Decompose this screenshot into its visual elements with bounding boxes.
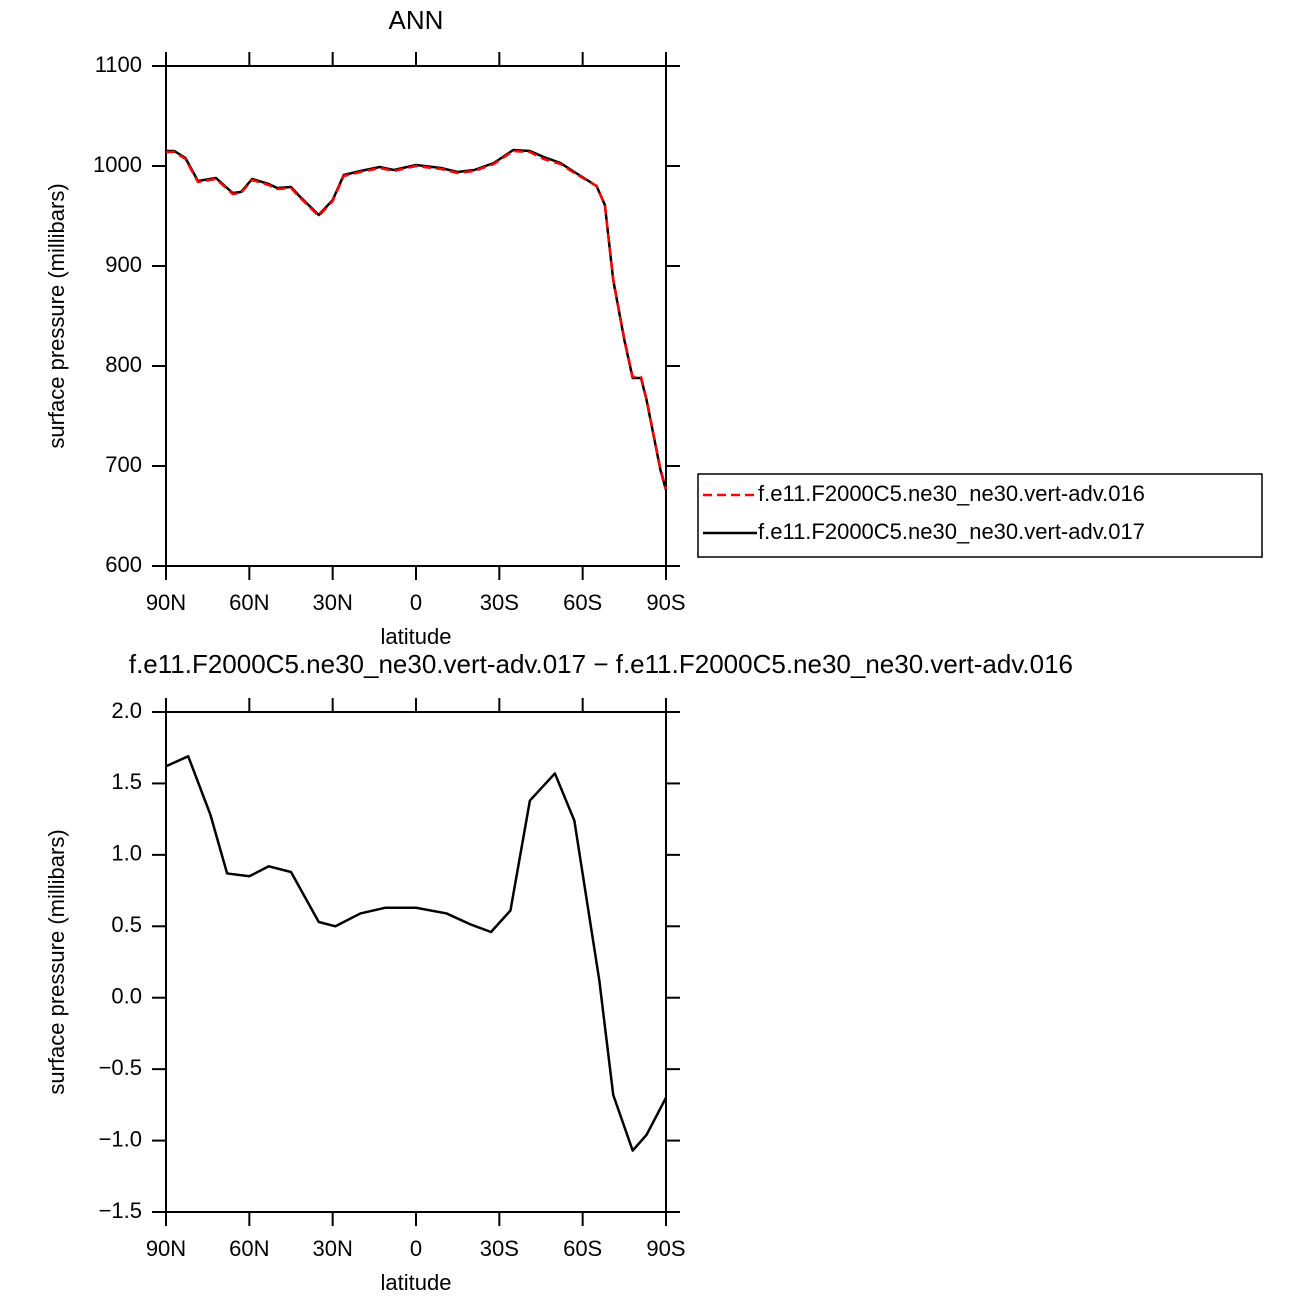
y-tick-label: 0.0 — [111, 984, 142, 1009]
x-tick-label: 60S — [563, 1236, 602, 1261]
data-line — [166, 148, 668, 491]
x-axis-label: latitude — [381, 1270, 452, 1295]
legend-box — [697, 473, 1263, 558]
x-axis-label: latitude — [381, 624, 452, 649]
y-tick-label: 0.5 — [111, 912, 142, 937]
x-tick-label: 30S — [480, 590, 519, 615]
x-tick-label: 90N — [146, 590, 186, 615]
y-tick-label: 800 — [105, 352, 142, 377]
y-tick-label: −1.5 — [99, 1198, 142, 1223]
x-tick-label: 60N — [229, 590, 269, 615]
y-tick-label: −1.0 — [99, 1126, 142, 1151]
chart-title: f.e11.F2000C5.ne30_ne30.vert-adv.017 − f… — [129, 649, 1073, 679]
x-tick-label: 30S — [480, 1236, 519, 1261]
y-axis-label: surface pressure (millibars) — [44, 829, 69, 1094]
data-line — [166, 149, 668, 490]
plot-frame — [165, 711, 667, 1213]
y-axis-label: surface pressure (millibars) — [44, 183, 69, 448]
x-tick-label: 30N — [312, 1236, 352, 1261]
y-tick-label: 600 — [105, 552, 142, 577]
y-tick-label: 1.0 — [111, 841, 142, 866]
y-tick-label: 1.5 — [111, 769, 142, 794]
x-tick-label: 30N — [312, 590, 352, 615]
y-tick-label: 1000 — [93, 152, 142, 177]
x-tick-label: 90S — [646, 1236, 685, 1261]
data-line — [165, 755, 668, 1152]
y-tick-label: −0.5 — [99, 1055, 142, 1080]
chart-title: ANN — [389, 5, 444, 35]
x-tick-label: 0 — [410, 1236, 422, 1261]
y-tick-label: 700 — [105, 452, 142, 477]
legend-label: f.e11.F2000C5.ne30_ne30.vert-adv.016 — [758, 481, 1145, 506]
x-tick-label: 0 — [410, 590, 422, 615]
x-tick-label: 60S — [563, 590, 602, 615]
plot-frame — [165, 65, 667, 567]
x-tick-label: 60N — [229, 1236, 269, 1261]
y-tick-label: 2.0 — [111, 698, 142, 723]
x-tick-label: 90S — [646, 590, 685, 615]
y-tick-label: 900 — [105, 252, 142, 277]
legend-label: f.e11.F2000C5.ne30_ne30.vert-adv.017 — [758, 519, 1145, 544]
y-tick-label: 1100 — [95, 52, 142, 77]
x-tick-label: 90N — [146, 1236, 186, 1261]
